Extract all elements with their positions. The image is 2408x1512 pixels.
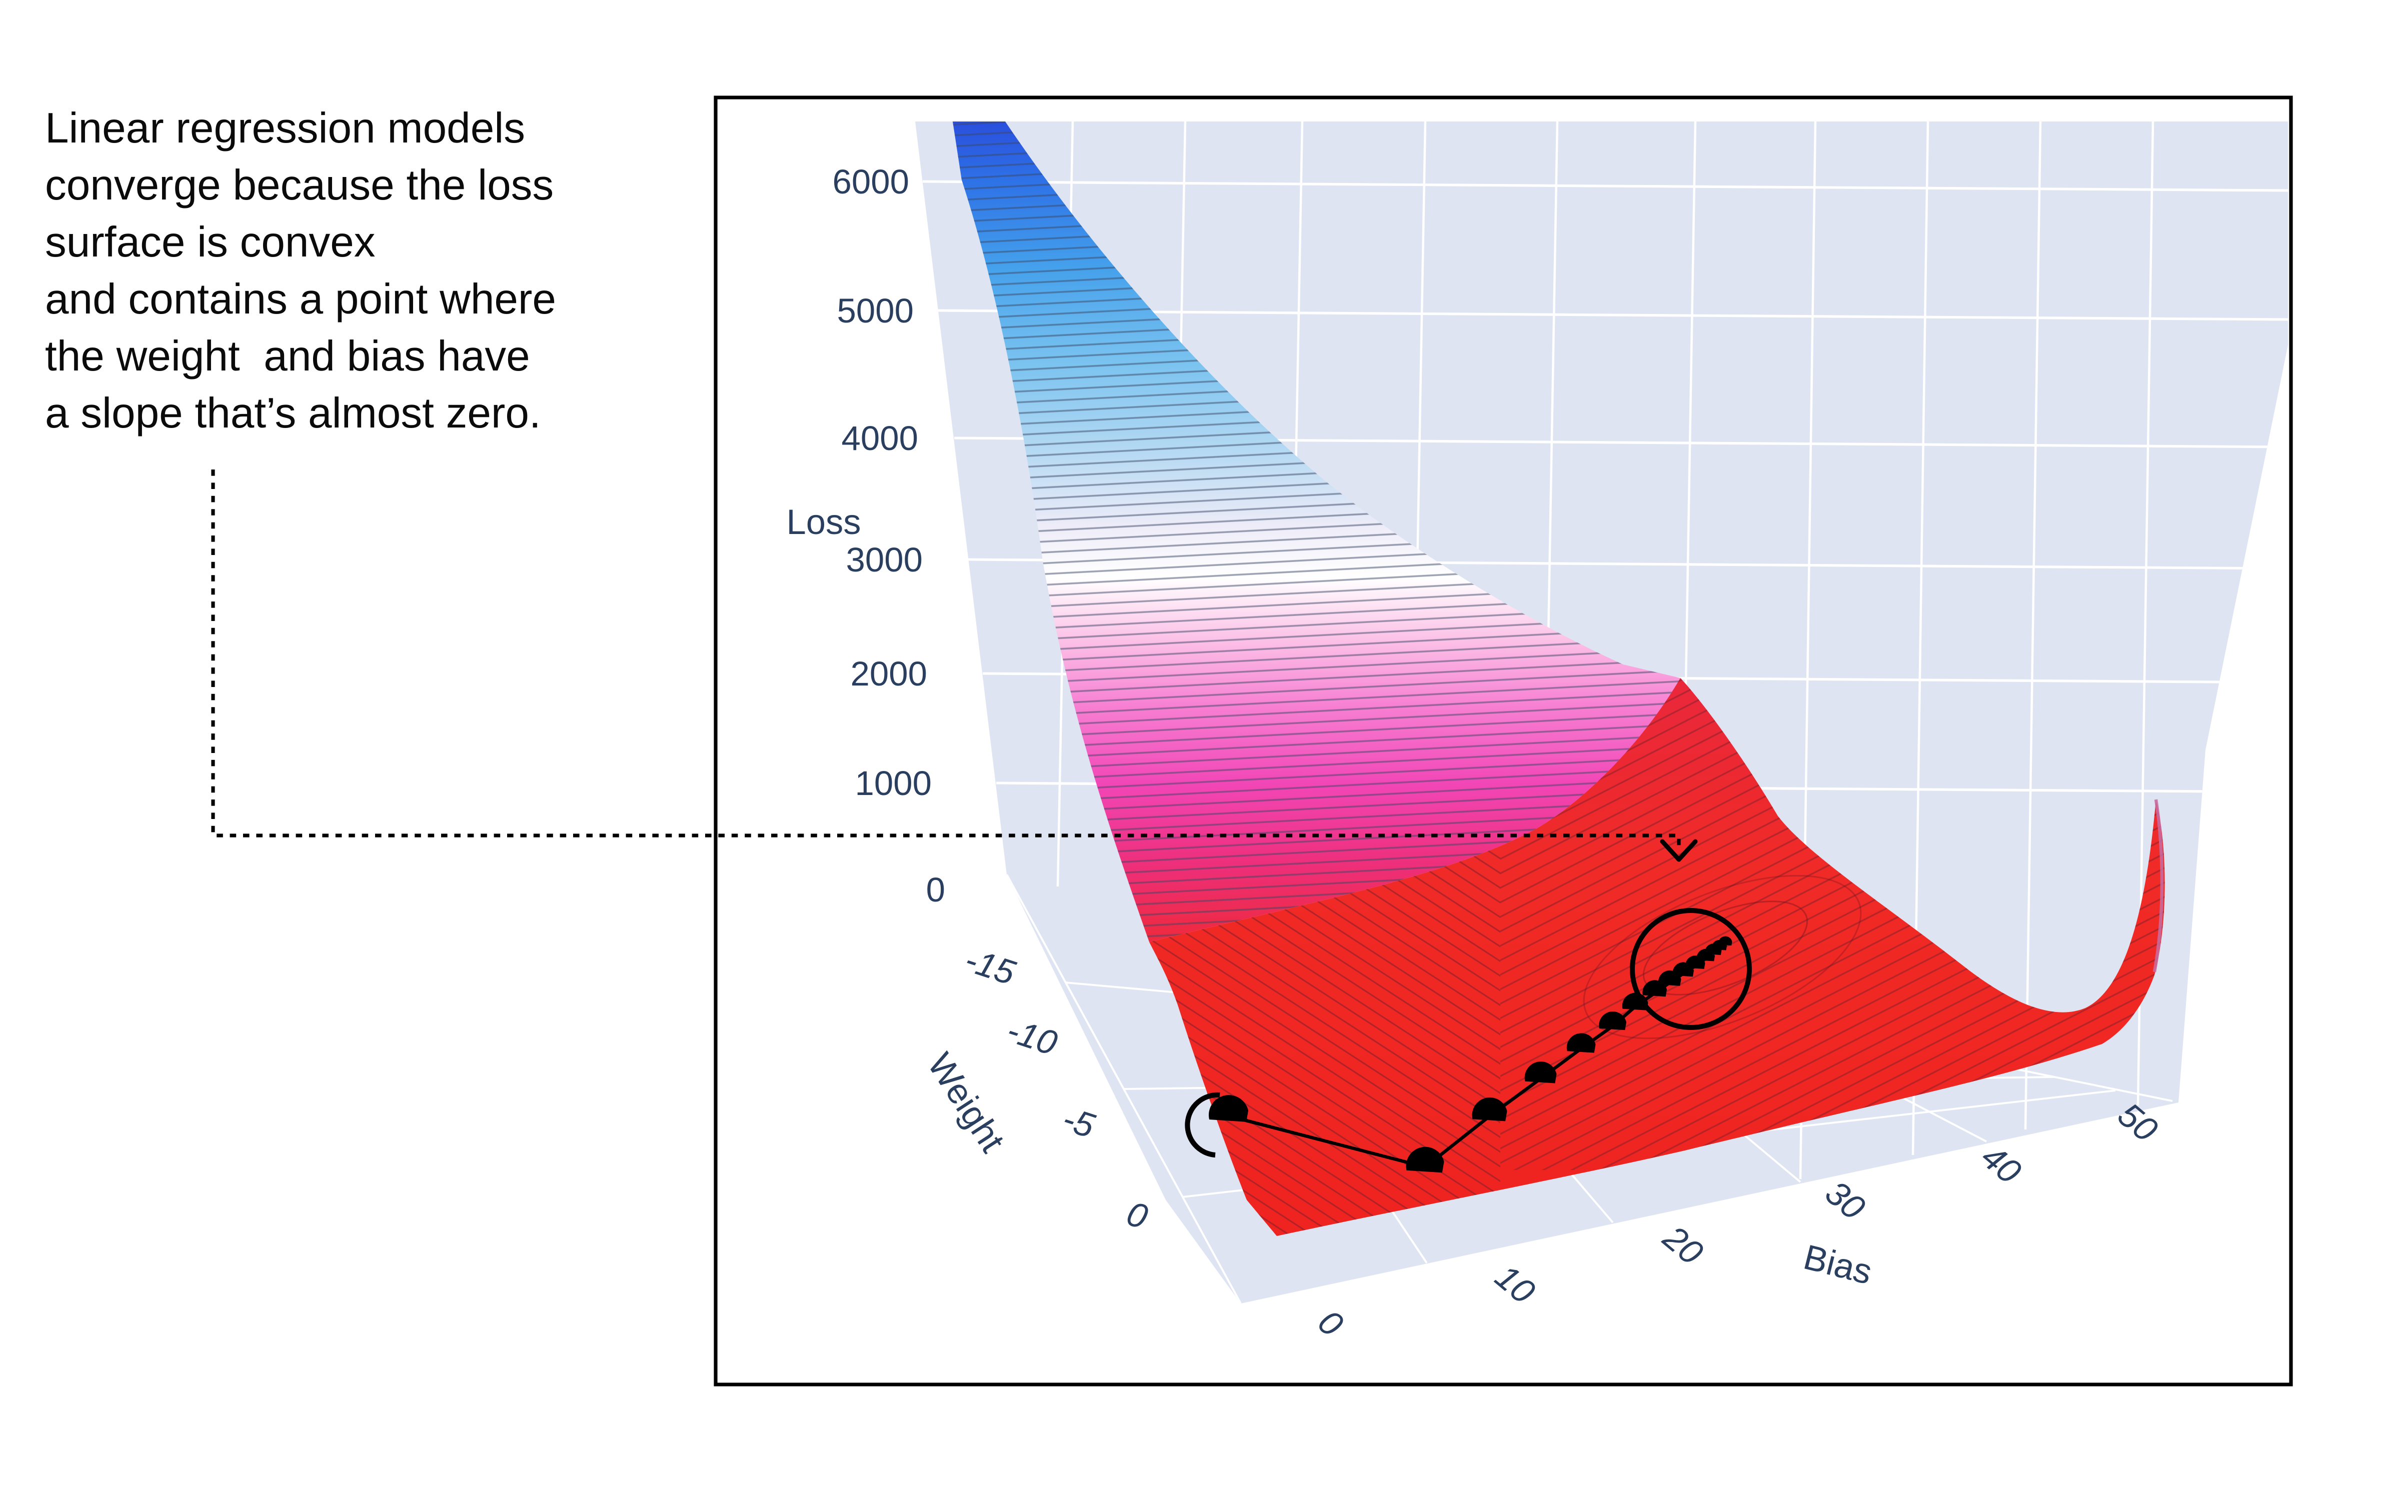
- annotation-line-4: and contains a point where: [45, 276, 556, 323]
- weight-tick--10: -10: [1003, 1010, 1062, 1062]
- loss-axis-title: Loss: [787, 502, 861, 542]
- gradient-descent: [1185, 936, 1732, 1173]
- start-marker-crescent: [1185, 1092, 1220, 1158]
- surface-upper-hatch: [953, 122, 1680, 942]
- connector-dotted-line: [211, 470, 1681, 849]
- annotation-line-2: converge because the loss: [45, 162, 554, 209]
- connector-arrowhead-icon: [1660, 839, 1698, 862]
- weight-tick-0: 0: [1122, 1194, 1152, 1236]
- annotation-text-block: Linear regression models converge becaus…: [45, 104, 556, 437]
- bias-axis-title: Bias: [1800, 1237, 1876, 1292]
- annotation-line-5: the weight and bias have: [45, 332, 530, 380]
- descent-step-dot: [1524, 1062, 1557, 1084]
- descent-step-dot: [1599, 1011, 1626, 1030]
- loss-tick-1000: 1000: [855, 764, 932, 802]
- surface-tip-highlight: [2152, 799, 2164, 972]
- descent-step-dot: [1718, 936, 1732, 946]
- loss-axis: 6000 5000 4000 3000 2000 1000 0 Loss: [787, 162, 945, 909]
- weight-tick--5: -5: [1058, 1099, 1100, 1145]
- bias-tick-30: 30: [1818, 1173, 1872, 1227]
- bias-tick-10: 10: [1488, 1257, 1542, 1311]
- descent-step-dot: [1566, 1033, 1596, 1053]
- bias-tick-40: 40: [1974, 1137, 2028, 1191]
- scene-3d: [915, 122, 2288, 1304]
- loss-tick-4000: 4000: [842, 419, 919, 458]
- annotation-line-6: a slope that’s almost zero.: [45, 390, 541, 437]
- weight-tick--15: -15: [961, 940, 1020, 992]
- surface-upper-band: [953, 122, 1680, 942]
- loss-tick-0: 0: [926, 870, 945, 909]
- minimum-circle-marker: [1630, 908, 1752, 1030]
- plot-frame-border: [714, 96, 2293, 1386]
- bias-tick-0: 0: [1311, 1302, 1350, 1344]
- loss-tick-6000: 6000: [833, 162, 910, 201]
- surface-valley-hatch: [1149, 678, 2165, 1236]
- annotation-line-1: Linear regression models: [45, 104, 525, 152]
- descent-step-dot: [1208, 1095, 1248, 1122]
- gradient-descent-dots: [1208, 936, 1732, 1173]
- bias-tick-20: 20: [1656, 1218, 1710, 1272]
- descent-step-dot: [1472, 1097, 1507, 1122]
- descent-step-dot: [1406, 1146, 1444, 1173]
- loss-tick-2000: 2000: [851, 654, 928, 693]
- annotation-line-3: surface is convex: [45, 218, 376, 266]
- loss-tick-5000: 5000: [837, 292, 914, 330]
- loss-tick-3000: 3000: [846, 540, 923, 579]
- annotation-connector: [211, 470, 1698, 862]
- weight-axis-title: Weight: [920, 1046, 1013, 1159]
- contour-ring-outer: [1583, 874, 1862, 1040]
- surface-valley: [1149, 678, 2165, 1236]
